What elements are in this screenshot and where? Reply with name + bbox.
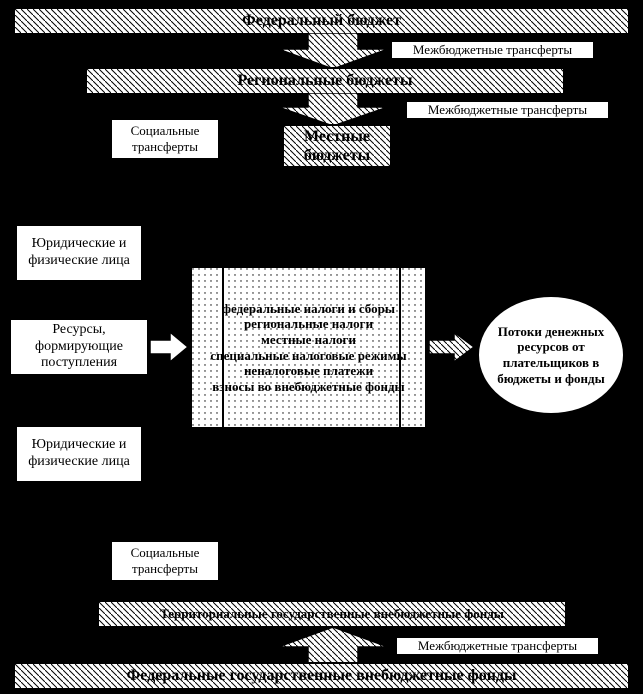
label-transfer-1: Межбюджетные трансферты xyxy=(409,40,576,60)
label-regional-budgets: Региональные бюджеты xyxy=(233,69,416,92)
node-social-transfers-1: Социальные трансферты xyxy=(110,118,220,160)
node-transfer-2: Межбюджетные трансферты xyxy=(405,100,610,120)
label-transfer-2: Межбюджетные трансферты xyxy=(424,100,591,120)
label-legal-persons-2: Юридические и физические лица xyxy=(17,435,141,473)
label-federal-budget: Федеральный бюджет xyxy=(238,9,405,32)
node-legal-persons-2: Юридические и физические лица xyxy=(15,425,143,483)
node-federal-funds: Федеральные государственные внебюджетные… xyxy=(13,662,630,690)
label-territorial-funds: Территориальные государственные внебюдже… xyxy=(156,604,508,624)
arrow-up-1 xyxy=(278,627,388,663)
node-flows: Потоки денежных ресурсов от плательщиков… xyxy=(477,295,625,415)
node-transfer-1: Межбюджетные трансферты xyxy=(390,40,595,60)
label-social-transfers-2: Социальные трансферты xyxy=(112,543,218,578)
node-social-transfers-2: Социальные трансферты xyxy=(110,540,220,582)
arrow-down-2 xyxy=(278,93,388,126)
label-federal-funds: Федеральные государственные внебюджетные… xyxy=(123,664,521,687)
label-social-transfers-1: Социальные трансферты xyxy=(112,121,218,156)
label-transfer-3: Межбюджетные трансферты xyxy=(414,636,581,656)
node-local-budgets: Местные бюджеты xyxy=(282,124,392,168)
label-resources: Ресурсы, формирующие поступления xyxy=(11,320,147,374)
label-local-budgets: Местные бюджеты xyxy=(284,125,390,167)
node-regional-budgets: Региональные бюджеты xyxy=(85,67,565,95)
node-resources: Ресурсы, формирующие поступления xyxy=(9,318,149,376)
label-taxes: федеральные налоги и сборы региональные … xyxy=(206,299,410,397)
label-legal-persons-1: Юридические и физические лица xyxy=(17,234,141,272)
node-taxes: федеральные налоги и сборы региональные … xyxy=(190,266,427,429)
arrow-right-1 xyxy=(150,332,188,362)
node-legal-persons-1: Юридические и физические лица xyxy=(15,224,143,282)
arrow-right-2 xyxy=(429,332,474,362)
node-transfer-3: Межбюджетные трансферты xyxy=(395,636,600,656)
node-territorial-funds: Территориальные государственные внебюдже… xyxy=(97,600,567,628)
node-federal-budget: Федеральный бюджет xyxy=(13,7,630,35)
arrow-down-1 xyxy=(278,33,388,69)
label-flows: Потоки денежных ресурсов от плательщиков… xyxy=(479,320,623,390)
